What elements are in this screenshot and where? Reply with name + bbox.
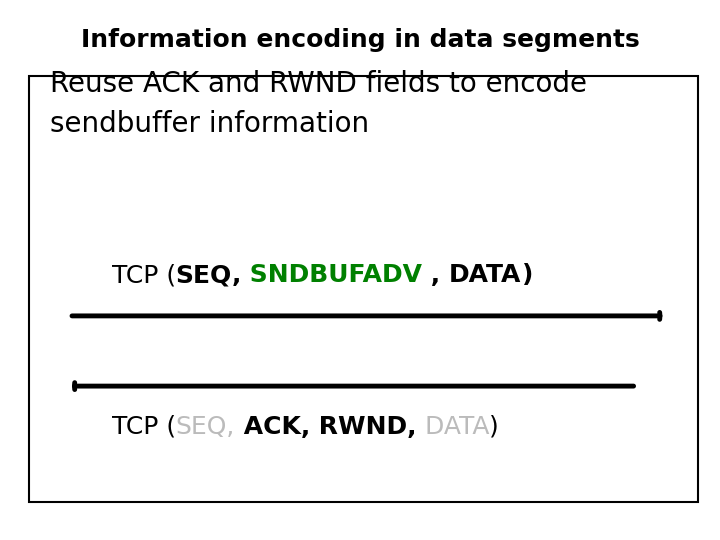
Text: Reuse ACK and RWND fields to encode: Reuse ACK and RWND fields to encode	[50, 70, 588, 98]
Text: TCP (: TCP (	[112, 264, 176, 287]
Text: RWND,: RWND,	[310, 415, 417, 438]
Text: ): )	[490, 415, 499, 438]
Text: SEQ: SEQ	[176, 264, 232, 287]
Text: SNDBUFADV: SNDBUFADV	[241, 264, 423, 287]
Text: DATA: DATA	[449, 264, 521, 287]
Text: DATA: DATA	[417, 415, 490, 438]
Text: ACK,: ACK,	[235, 415, 310, 438]
Text: ,: ,	[232, 264, 241, 287]
FancyBboxPatch shape	[29, 76, 698, 502]
Text: SEQ,: SEQ,	[176, 415, 235, 438]
Text: sendbuffer information: sendbuffer information	[50, 110, 369, 138]
Text: Information encoding in data segments: Information encoding in data segments	[81, 29, 639, 52]
Text: ): )	[521, 264, 533, 287]
Text: ,: ,	[423, 264, 449, 287]
Text: TCP (: TCP (	[112, 415, 176, 438]
